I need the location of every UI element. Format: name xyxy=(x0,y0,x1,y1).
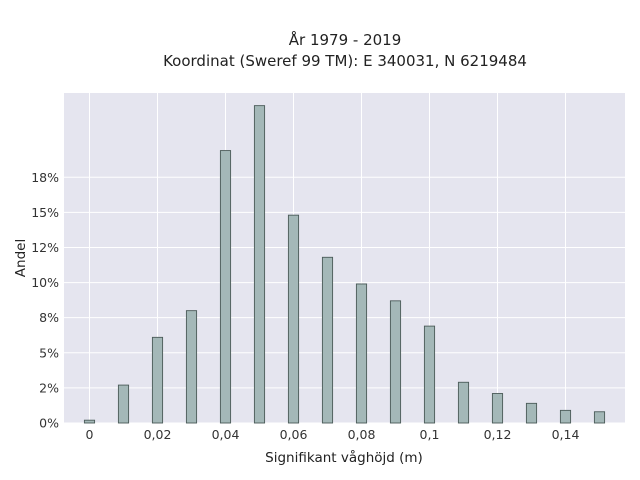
bar-6 xyxy=(287,214,300,424)
y-axis-label: Andel xyxy=(13,239,29,277)
bar-8 xyxy=(355,283,368,424)
x-tick-label-1: 0,02 xyxy=(144,427,172,442)
bar-11 xyxy=(457,381,470,424)
bar-5 xyxy=(253,105,266,424)
bar-4 xyxy=(219,150,232,424)
bar-1 xyxy=(117,384,130,424)
bar-12 xyxy=(491,393,504,424)
bar-13 xyxy=(525,402,538,424)
bar-14 xyxy=(559,409,572,424)
y-tick-label-4: 10% xyxy=(31,275,59,290)
x-axis-label: Signifikant våghöjd (m) xyxy=(265,449,423,466)
bar-9 xyxy=(389,300,402,424)
x-tick-label-3: 0,06 xyxy=(280,427,308,442)
bar-layer xyxy=(83,105,606,424)
y-tick-label-7: 18% xyxy=(31,170,59,185)
y-tick-layer: 0% 2% 5% 8% 10% 12% 15% 18% xyxy=(31,170,59,431)
plot-area xyxy=(64,93,625,423)
x-tick-label-6: 0,12 xyxy=(484,427,512,442)
x-tick-layer: 0 0,02 0,04 0,06 0,08 0,1 0,12 0,14 xyxy=(86,427,580,442)
x-tick-label-5: 0,1 xyxy=(420,427,440,442)
y-tick-label-5: 12% xyxy=(31,240,59,255)
chart-title-line-2: Koordinat (Sweref 99 TM): E 340031, N 62… xyxy=(163,52,527,70)
bar-10 xyxy=(423,325,436,424)
y-tick-label-1: 2% xyxy=(39,380,59,395)
bar-0 xyxy=(83,419,96,424)
bar-2 xyxy=(151,336,164,424)
bar-3 xyxy=(185,310,198,424)
x-tick-label-2: 0,04 xyxy=(212,427,240,442)
x-tick-label-0: 0 xyxy=(86,427,94,442)
x-tick-label-4: 0,08 xyxy=(348,427,376,442)
bar-15 xyxy=(593,411,606,424)
y-tick-label-0: 0% xyxy=(39,416,59,431)
chart-title-line-1: År 1979 - 2019 xyxy=(289,30,402,49)
x-tick-label-7: 0,14 xyxy=(552,427,580,442)
y-tick-label-6: 15% xyxy=(31,205,59,220)
y-tick-label-3: 8% xyxy=(39,310,59,325)
bar-7 xyxy=(321,256,334,424)
y-tick-label-2: 5% xyxy=(39,345,59,360)
